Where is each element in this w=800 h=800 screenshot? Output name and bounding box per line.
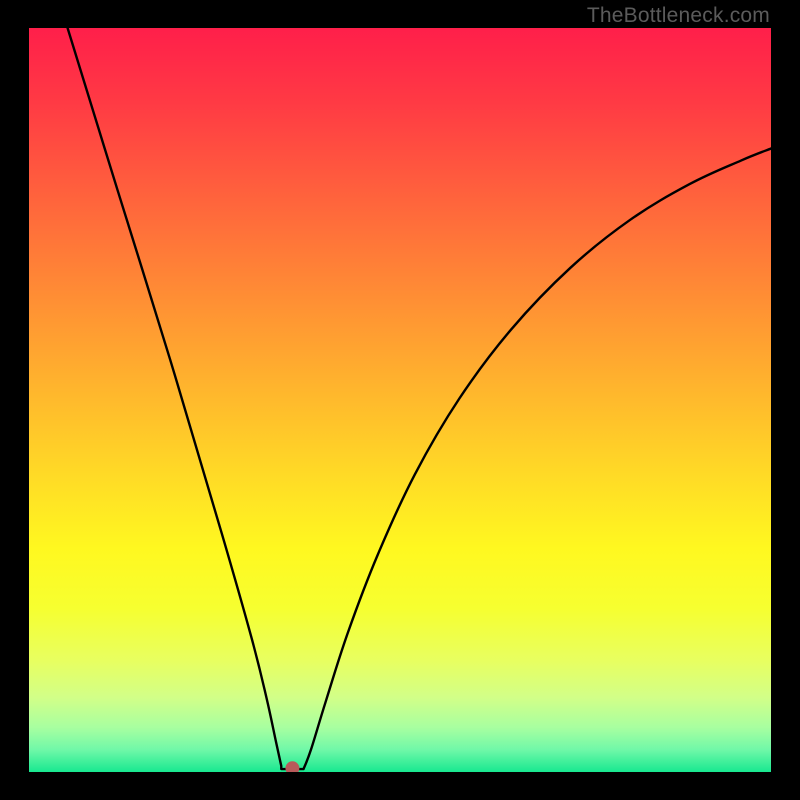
watermark-text: TheBottleneck.com: [587, 4, 770, 28]
chart-frame: TheBottleneck.com: [0, 0, 800, 800]
minimum-marker: [285, 761, 299, 772]
bottleneck-curve: [29, 28, 771, 772]
curve-path: [68, 28, 771, 769]
plot-area: [29, 28, 771, 772]
